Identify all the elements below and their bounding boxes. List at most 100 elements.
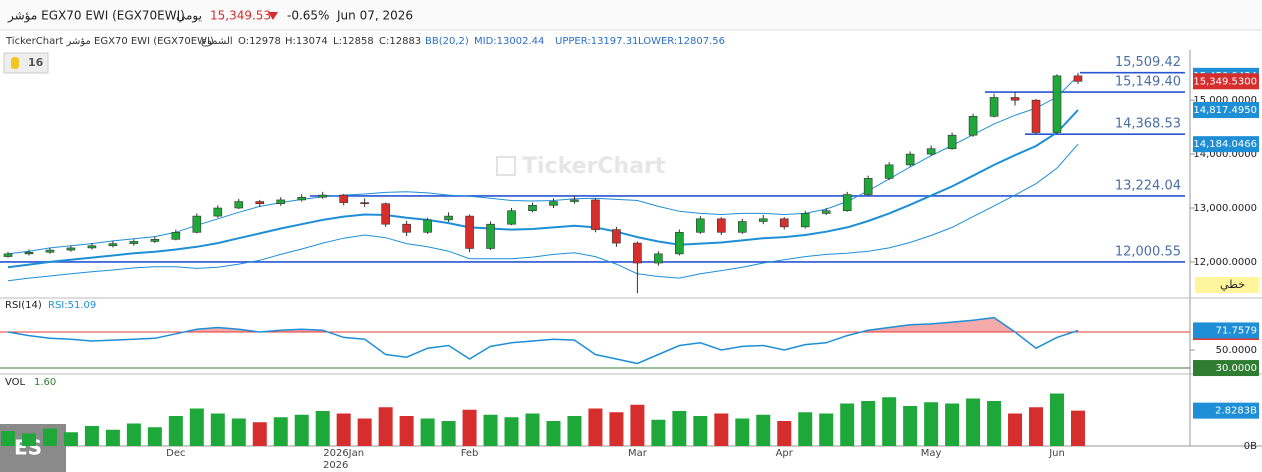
candle-body — [24, 251, 34, 255]
candle-body — [150, 238, 160, 242]
horizontal-line-label: 15,149.40 — [1115, 75, 1181, 90]
info-indicator: BB(20,2) — [425, 36, 469, 47]
y-tick-label: 14,000.0000 — [1193, 149, 1257, 160]
volume-bar — [1070, 410, 1085, 446]
volume-bar — [483, 414, 498, 446]
volume-bar — [210, 413, 225, 446]
volume-bar — [126, 423, 141, 446]
x-tick-label: May — [921, 448, 942, 459]
volume-bar — [378, 407, 393, 446]
down-arrow — [268, 12, 278, 20]
x-tick-label: 2026Jan — [323, 448, 364, 459]
volume-bar — [693, 416, 708, 446]
candle-body — [528, 205, 537, 212]
candle-body — [926, 148, 936, 155]
volume-bar — [714, 413, 729, 446]
y-tick-label: 0B — [1244, 441, 1257, 452]
volume-bar — [462, 409, 477, 446]
candle-body — [549, 201, 558, 206]
y-tick-label: 12,000.0000 — [1193, 257, 1257, 268]
info-close: C:12883 — [379, 36, 421, 47]
x-tick-label: Feb — [461, 448, 479, 459]
price-marker — [1193, 101, 1259, 118]
volume-bar — [357, 418, 372, 446]
volume-bar — [504, 417, 519, 446]
overbought-fill — [8, 317, 1078, 333]
scale-mode-button[interactable] — [1195, 277, 1259, 293]
panel-subtitle: 1.60 — [34, 377, 56, 388]
change: -0.65% — [287, 9, 329, 23]
volume-bar — [777, 421, 792, 446]
price-marker-label: 14,184.0466 — [1193, 139, 1257, 150]
panel-title: VOL — [5, 377, 26, 388]
volume-bar — [1, 431, 15, 446]
info-lower: LOWER:12807.56 — [638, 36, 725, 47]
volume-bar — [189, 408, 204, 446]
bollinger-line — [7, 109, 1079, 269]
candle-body — [863, 178, 873, 195]
candle-body — [339, 194, 348, 203]
candle-body — [675, 231, 684, 255]
candle-body — [108, 243, 118, 247]
price-marker — [1193, 402, 1259, 419]
candle-body — [654, 253, 663, 264]
volume-bar — [336, 413, 351, 446]
volume-bar — [798, 412, 813, 446]
candle-body — [717, 218, 726, 233]
candle-body — [1010, 97, 1020, 101]
candle-body — [570, 199, 579, 202]
info-source: TickerChart مؤشر EGX70 EWI (EGX70EWI) — [5, 36, 214, 47]
x-year-label: 2026 — [323, 460, 348, 471]
candle-body — [947, 134, 957, 149]
candle-body — [842, 194, 852, 212]
volume-bar — [231, 418, 246, 446]
bollinger-line — [7, 75, 1079, 255]
candle-body — [87, 245, 97, 249]
volume-bar — [399, 416, 414, 446]
x-tick-label: Jun — [1048, 448, 1065, 459]
candle-body — [821, 210, 831, 214]
price-marker — [1193, 360, 1259, 377]
price-marker-label: 15,349.5300 — [1193, 76, 1257, 87]
scale-mode: خطي — [1220, 278, 1245, 291]
candle-body — [234, 201, 244, 209]
volume-bar — [42, 428, 57, 446]
candle-body — [423, 219, 432, 233]
top-bar — [0, 0, 1262, 30]
volume-bar — [630, 404, 645, 446]
volume-bar — [1050, 393, 1064, 446]
badge-count: 16 — [28, 56, 44, 69]
volume-bar — [63, 432, 78, 446]
info-mid: MID:13002.44 — [474, 36, 544, 47]
rsi-line — [7, 316, 1079, 365]
bollinger-line — [7, 143, 1079, 282]
volume-bar — [861, 401, 876, 446]
price-marker — [1193, 136, 1259, 153]
volume-bar — [441, 421, 456, 446]
info-high: H:13074 — [285, 36, 328, 47]
candle-body — [318, 194, 328, 198]
price-marker-label: 2.8283B — [1215, 406, 1257, 417]
volume-bar — [546, 421, 561, 446]
volume-bar — [525, 413, 540, 446]
volume-bar — [966, 398, 981, 446]
watermark: TickerChart — [522, 154, 666, 179]
candle-body — [360, 202, 369, 205]
candle-body — [255, 201, 265, 205]
info-open: O:12978 — [238, 36, 281, 47]
volume-bar — [168, 416, 183, 446]
price-marker-label: 30.0000 — [1216, 363, 1257, 374]
candle-body — [884, 164, 894, 179]
volume-bar — [924, 402, 939, 446]
candle-body — [905, 153, 915, 166]
price-marker — [1193, 73, 1259, 90]
volume-bar — [588, 408, 603, 446]
horizontal-line-label: 15,509.42 — [1115, 55, 1181, 70]
candle-body — [737, 221, 747, 233]
candle-body — [192, 215, 202, 233]
volume-bar — [1029, 407, 1044, 446]
instrument-title: مؤشر EGX70 EWI (EGX70EWI) — [7, 9, 185, 24]
candle-body — [612, 229, 621, 244]
candle-body — [633, 242, 642, 264]
